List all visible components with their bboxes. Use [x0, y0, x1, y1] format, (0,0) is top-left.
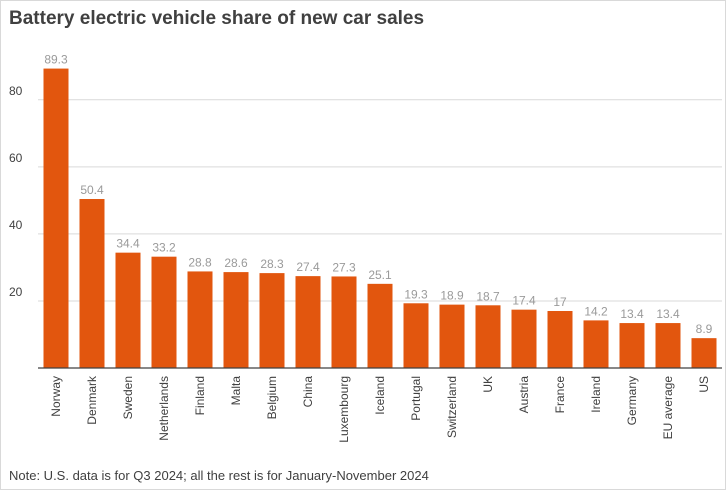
bar-France [547, 310, 573, 368]
category-label-China: China [301, 376, 315, 408]
bar-Finland [187, 271, 213, 368]
bar-US [691, 338, 717, 368]
value-label-Switzerland: 18.9 [440, 289, 464, 303]
value-label-Sweden: 34.4 [116, 237, 140, 251]
y-tick-label-20: 20 [9, 285, 23, 299]
category-label-Austria: Austria [517, 376, 531, 414]
category-label-UK: UK [481, 376, 495, 393]
y-tick-label-80: 80 [9, 84, 23, 98]
bar-Netherlands [151, 256, 177, 368]
bar-Switzerland [439, 304, 465, 368]
chart-title: Battery electric vehicle share of new ca… [9, 8, 425, 29]
category-label-Iceland: Iceland [373, 376, 387, 415]
bar-UK [475, 305, 501, 368]
value-label-Malta: 28.6 [224, 256, 248, 270]
bar-Iceland [367, 283, 393, 368]
category-label-Portugal: Portugal [409, 376, 423, 421]
category-label-Belgium: Belgium [265, 376, 279, 419]
bar-China [295, 276, 321, 368]
value-label-US: 8.9 [696, 322, 713, 336]
bar-Norway [43, 68, 69, 369]
value-label-Austria: 17.4 [512, 294, 536, 308]
category-label-Switzerland: Switzerland [445, 376, 459, 438]
y-tick-label-60: 60 [9, 151, 23, 165]
value-label-Finland: 28.8 [188, 255, 212, 269]
category-label-Luxembourg: Luxembourg [337, 376, 351, 443]
category-label-Finland: Finland [193, 376, 207, 415]
category-label-Germany: Germany [625, 376, 639, 425]
category-label-Ireland: Ireland [589, 376, 603, 413]
bar-EU average [655, 323, 681, 368]
y-tick-label-40: 40 [9, 218, 23, 232]
category-label-Denmark: Denmark [85, 375, 99, 425]
bar-Belgium [259, 273, 285, 368]
bar-Germany [619, 323, 645, 368]
bar-Ireland [583, 320, 609, 368]
bar-Sweden [115, 252, 141, 368]
value-label-Norway: 89.3 [44, 53, 68, 67]
chart-note: Note: U.S. data is for Q3 2024; all the … [9, 468, 429, 483]
category-label-EU average: EU average [661, 376, 675, 440]
category-label-US: US [697, 376, 711, 393]
value-label-Netherlands: 33.2 [152, 241, 176, 255]
value-label-Germany: 13.4 [620, 307, 644, 321]
value-label-Denmark: 50.4 [80, 183, 104, 197]
value-label-China: 27.4 [296, 260, 320, 274]
category-label-Malta: Malta [229, 376, 243, 406]
bar-Portugal [403, 303, 429, 368]
value-label-Ireland: 14.2 [584, 304, 608, 318]
bar-Denmark [79, 199, 105, 368]
category-label-Norway: Norway [49, 376, 63, 417]
category-label-Netherlands: Netherlands [157, 376, 171, 441]
bar-Austria [511, 309, 537, 368]
bar-Luxembourg [331, 276, 357, 368]
value-label-UK: 18.7 [476, 289, 500, 303]
bar-Malta [223, 272, 249, 368]
value-label-Belgium: 28.3 [260, 257, 284, 271]
category-label-Sweden: Sweden [121, 376, 135, 419]
category-label-France: France [553, 376, 567, 414]
value-label-Iceland: 25.1 [368, 268, 392, 282]
value-label-France: 17 [553, 295, 567, 309]
value-label-Portugal: 19.3 [404, 287, 428, 301]
value-label-EU average: 13.4 [656, 307, 680, 321]
value-label-Luxembourg: 27.3 [332, 260, 356, 274]
